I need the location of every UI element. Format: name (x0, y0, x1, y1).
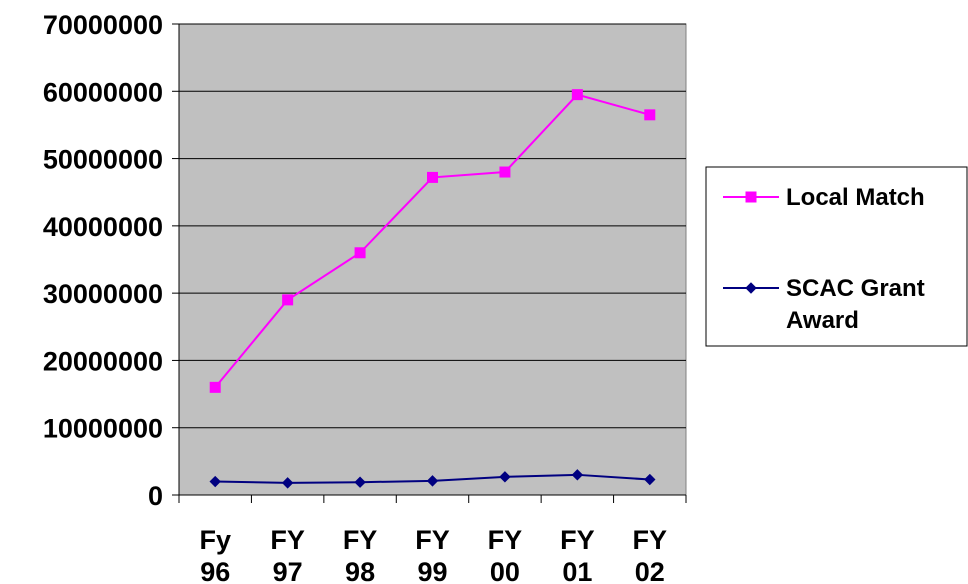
data-point (354, 476, 366, 488)
data-point (209, 475, 221, 488)
data-point (354, 247, 366, 259)
data-point (499, 166, 511, 178)
data-point (282, 294, 294, 306)
grid-lines (179, 23, 686, 429)
data-point (644, 473, 656, 486)
y-tick-label: 10000000 (43, 414, 163, 444)
x-tick-label: FY 02 (633, 525, 668, 584)
y-tick-label: 30000000 (43, 279, 163, 309)
data-point (427, 171, 438, 183)
legend-swatch-marker (745, 191, 757, 203)
y-tick-label: 20000000 (43, 346, 163, 376)
legend-swatch-marker (745, 282, 757, 294)
data-point (209, 381, 221, 393)
x-tick-labels: Fy 96 FY 97 FY 98 FY 99 FY 00 FY 01 FY 02 (199, 525, 667, 584)
data-point (644, 109, 656, 121)
x-tick-label: FY 00 (488, 525, 523, 584)
plot-area (178, 23, 687, 496)
y-tick-label: 0 (148, 481, 163, 511)
y-tick-label: 60000000 (43, 77, 163, 107)
x-tick-label: Fy 96 (199, 525, 231, 584)
series-group (209, 89, 656, 489)
y-tick-labels: 0 10000000 20000000 30000000 40000000 5000000… (43, 10, 163, 511)
x-tick-label: FY 99 (415, 525, 450, 584)
x-tick-label: FY 97 (270, 525, 305, 584)
y-tick-label: 50000000 (43, 145, 163, 175)
y-tick-label: 70000000 (43, 10, 163, 40)
legend-label: Local Match (786, 184, 925, 211)
data-point (499, 471, 511, 483)
legend-label: SCAC Grant Award (786, 275, 925, 334)
x-tick-label: FY 01 (560, 525, 595, 584)
data-point (571, 89, 583, 101)
axes (172, 23, 687, 503)
y-tick-label: 40000000 (43, 212, 163, 242)
data-point (571, 469, 584, 481)
legend: Local Match SCAC Grant Award (705, 166, 968, 347)
data-point (281, 477, 294, 489)
x-tick-label: FY 98 (343, 525, 378, 584)
data-point (426, 475, 439, 487)
